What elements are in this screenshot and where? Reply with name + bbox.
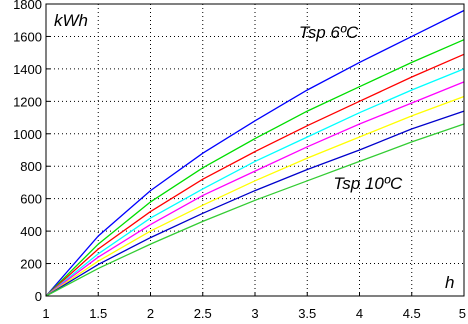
series-line-8 <box>45 123 465 297</box>
series-lines <box>45 9 465 297</box>
x-tick-label: 2 <box>147 306 154 321</box>
y-tick-label: 1800 <box>13 0 42 12</box>
x-tick-label: 4.5 <box>403 306 421 321</box>
y-tick-label: 600 <box>20 192 42 207</box>
series-line-7 <box>45 110 465 297</box>
x-tick-labels: 1 1.5 2 2.5 3 3.5 4 4.5 5 <box>42 306 466 321</box>
y-tick-label: 400 <box>20 224 42 239</box>
y-tick-label: 1000 <box>13 127 42 142</box>
annotation-1: Tsp 6ºC <box>299 23 359 42</box>
x-tick-label: 1.5 <box>89 306 107 321</box>
grid-lines <box>45 3 465 297</box>
x-tick-label: 2.5 <box>194 306 212 321</box>
y-tick-label: 200 <box>20 257 42 272</box>
series-line-2 <box>45 39 465 297</box>
y-tick-label: 1600 <box>13 29 42 44</box>
y-axis-label: kWh <box>54 11 88 30</box>
x-tick-label: 4 <box>356 306 363 321</box>
series-line-3 <box>45 53 465 297</box>
series-line-1 <box>45 9 465 297</box>
x-tick-label: 3.5 <box>298 306 316 321</box>
plot-frame <box>45 3 465 297</box>
y-tick-label: 1400 <box>13 62 42 77</box>
series-line-6 <box>45 95 465 297</box>
x-axis-label: h <box>445 273 454 292</box>
y-tick-label: 1200 <box>13 94 42 109</box>
annotation-2: Tsp 10ºC <box>333 174 403 193</box>
series-line-4 <box>45 68 465 297</box>
y-tick-label: 800 <box>20 159 42 174</box>
x-tick-label: 5 <box>459 306 466 321</box>
x-tick-label: 3 <box>251 306 258 321</box>
y-tick-labels: 0 200 400 600 800 1000 1200 1400 1600 1800 <box>13 0 42 304</box>
x-tick-label: 1 <box>42 306 49 321</box>
y-tick-label: 0 <box>35 289 42 304</box>
annotations: Tsp 6ºC Tsp 10ºC <box>299 23 403 193</box>
series-line-5 <box>45 81 465 297</box>
